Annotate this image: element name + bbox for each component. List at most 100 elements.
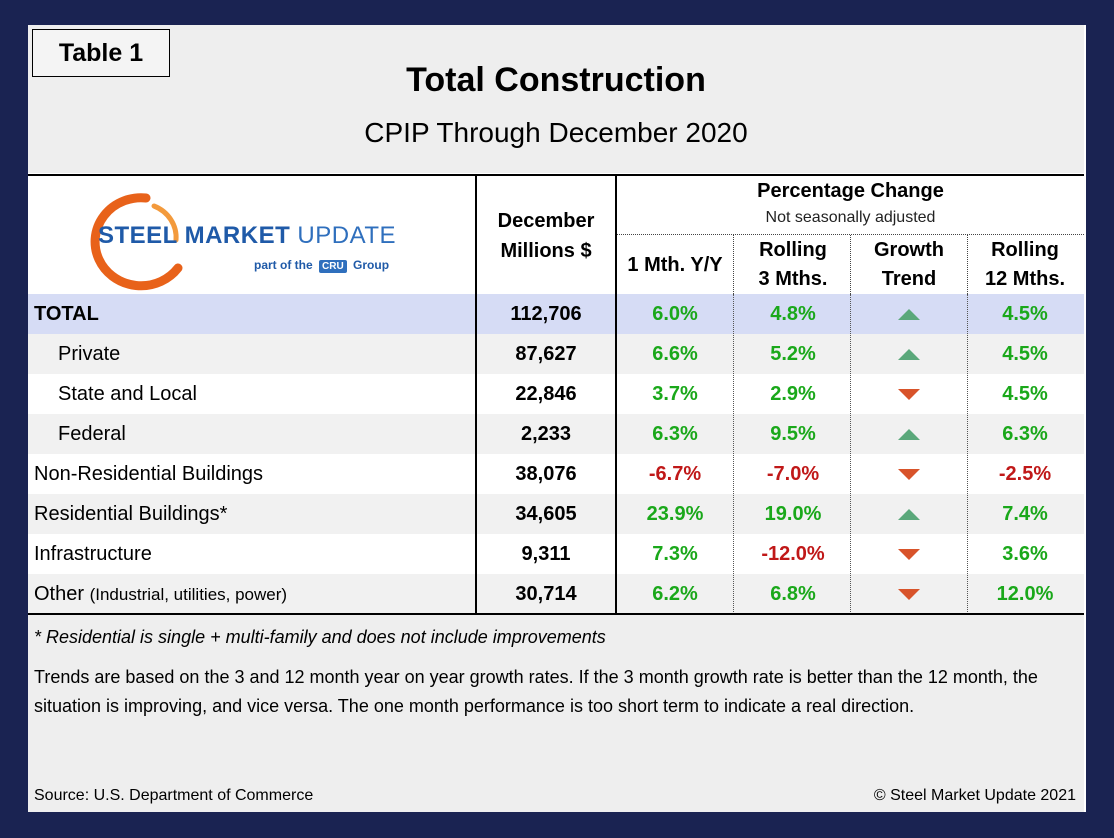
report-title: Total Construction bbox=[406, 61, 706, 99]
row-label: TOTAL bbox=[34, 294, 474, 334]
one-month-change: 6.6% bbox=[652, 343, 698, 365]
row-label-text: Residential Buildings* bbox=[34, 503, 228, 525]
december-value: 112,706 bbox=[510, 303, 582, 325]
rolling-3-change: -7.0% bbox=[766, 463, 820, 485]
logo-ring-icon bbox=[90, 193, 183, 291]
residential-footnote: * Residential is single + multi-family a… bbox=[34, 627, 606, 647]
col-1-month-label: 1 Mth. Y/Y bbox=[627, 253, 723, 276]
logo-tagline-pre: part of the bbox=[254, 258, 313, 272]
growth-trend-cell bbox=[851, 574, 967, 614]
december-value: 30,714 bbox=[515, 583, 577, 605]
triangle-down-icon bbox=[898, 469, 920, 481]
rolling-3-change: 9.5% bbox=[770, 423, 816, 445]
header-divider bbox=[475, 176, 477, 294]
growth-trend-cell bbox=[851, 414, 967, 454]
col-divider bbox=[850, 235, 851, 294]
table-row: Private 87,627 6.6% 5.2% 4.5% bbox=[28, 334, 1084, 374]
col-rolling-3-line2: 3 Mths. bbox=[758, 268, 828, 290]
one-month-change: 6.0% bbox=[652, 303, 698, 325]
triangle-down-icon bbox=[898, 389, 920, 401]
body-dotted-divider bbox=[733, 294, 734, 614]
report-footer: * Residential is single + multi-family a… bbox=[28, 615, 1084, 812]
row-label: Private bbox=[58, 334, 498, 374]
logo-tagline-post: Group bbox=[353, 258, 390, 272]
row-label: Infrastructure bbox=[34, 534, 474, 574]
logo-word-update: UPDATE bbox=[297, 222, 396, 249]
december-value: 87,627 bbox=[515, 343, 577, 365]
col-growth-line2: Trend bbox=[881, 268, 937, 290]
rolling-12-change: 4.5% bbox=[1002, 383, 1048, 405]
row-label: Non-Residential Buildings bbox=[34, 454, 474, 494]
triangle-up-icon bbox=[898, 509, 920, 521]
col-growth-trend: Growth Trend bbox=[851, 236, 967, 294]
december-line2: Millions $ bbox=[500, 240, 592, 262]
row-label: Residential Buildings* bbox=[34, 494, 474, 534]
growth-trend-cell bbox=[851, 534, 967, 574]
body-dotted-divider bbox=[850, 294, 851, 614]
col-rolling-12: Rolling 12 Mths. bbox=[967, 236, 1083, 294]
body-divider bbox=[475, 294, 477, 614]
one-month-change: 3.7% bbox=[652, 383, 698, 405]
row-label-text: TOTAL bbox=[34, 303, 99, 325]
december-column-header: December Millions $ bbox=[477, 206, 615, 266]
rolling-3-change: 4.8% bbox=[770, 303, 816, 325]
col-1-month: 1 Mth. Y/Y bbox=[617, 236, 733, 294]
copyright: © Steel Market Update 2021 bbox=[873, 787, 1076, 804]
body-divider bbox=[615, 294, 617, 614]
logo: STEEL MARKET UPDATE part of the CRU Grou… bbox=[28, 176, 475, 294]
header-dotted-divider bbox=[617, 234, 1084, 235]
rolling-12-change: 6.3% bbox=[1002, 423, 1048, 445]
growth-trend-cell bbox=[851, 334, 967, 374]
row-label-text: Federal bbox=[58, 423, 126, 445]
rolling-3-change: -12.0% bbox=[761, 543, 825, 565]
table-row: Non-Residential Buildings 38,076 -6.7% -7.0… bbox=[28, 454, 1084, 494]
one-month-change: 7.3% bbox=[652, 543, 698, 565]
report-subtitle: CPIP Through December 2020 bbox=[364, 117, 748, 148]
triangle-up-icon bbox=[898, 429, 920, 441]
one-month-change: 23.9% bbox=[646, 503, 704, 525]
header-divider bbox=[615, 176, 617, 294]
col-growth-line1: Growth bbox=[874, 239, 944, 261]
row-label: State and Local bbox=[58, 374, 498, 414]
growth-trend-cell bbox=[851, 374, 967, 414]
one-month-change: 6.2% bbox=[652, 583, 698, 605]
rolling-12-change: 4.5% bbox=[1002, 303, 1048, 325]
rolling-3-change: 5.2% bbox=[770, 343, 816, 365]
row-label-text: Infrastructure bbox=[34, 543, 152, 565]
trend-explanation: Trends are based on the 3 and 12 month y… bbox=[34, 667, 1038, 716]
report-panel: Table 1 Total Construction CPIP Through … bbox=[28, 25, 1086, 812]
row-label-text: State and Local bbox=[58, 383, 197, 405]
rolling-3-change: 2.9% bbox=[770, 383, 816, 405]
triangle-down-icon bbox=[898, 589, 920, 601]
logo-word-market: MARKET bbox=[184, 222, 291, 249]
table-row: Residential Buildings* 34,605 23.9% 19.0% 7.… bbox=[28, 494, 1084, 534]
december-value: 22,846 bbox=[515, 383, 577, 405]
row-label: Other (Industrial, utilities, power) bbox=[34, 574, 474, 614]
table-row: TOTAL 112,706 6.0% 4.8% 4.5% bbox=[28, 294, 1084, 334]
one-month-change: -6.7% bbox=[648, 463, 702, 485]
triangle-up-icon bbox=[898, 309, 920, 321]
row-label-text: Non-Residential Buildings bbox=[34, 463, 264, 485]
triangle-up-icon bbox=[898, 349, 920, 361]
table-row: State and Local 22,846 3.7% 2.9% 4.5% bbox=[28, 374, 1084, 414]
logo-tagline: part of the CRU Group bbox=[254, 258, 389, 273]
col-rolling-12-line1: Rolling bbox=[991, 239, 1059, 261]
col-rolling-12-line2: 12 Mths. bbox=[984, 268, 1066, 290]
cru-badge: CRU bbox=[319, 260, 347, 273]
table-bottom-rule bbox=[28, 613, 1084, 615]
report-header: Table 1 Total Construction CPIP Through … bbox=[28, 25, 1084, 173]
col-divider bbox=[967, 235, 968, 294]
table-header: STEEL MARKET UPDATE part of the CRU Grou… bbox=[28, 174, 1084, 296]
growth-trend-cell bbox=[851, 494, 967, 534]
december-value: 2,233 bbox=[520, 423, 572, 445]
col-rolling-3: Rolling 3 Mths. bbox=[735, 236, 851, 294]
growth-trend-cell bbox=[851, 294, 967, 334]
row-label-detail: (Industrial, utilities, power) bbox=[89, 585, 288, 604]
table-tag: Table 1 bbox=[32, 29, 170, 77]
december-value: 38,076 bbox=[515, 463, 577, 485]
table-row: Infrastructure 9,311 7.3% -12.0% 3.6% bbox=[28, 534, 1084, 574]
one-month-change: 6.3% bbox=[652, 423, 698, 445]
row-label: Federal bbox=[58, 414, 498, 454]
december-value: 9,311 bbox=[521, 543, 571, 565]
logo-wordmark: STEEL MARKET UPDATE bbox=[98, 222, 396, 250]
